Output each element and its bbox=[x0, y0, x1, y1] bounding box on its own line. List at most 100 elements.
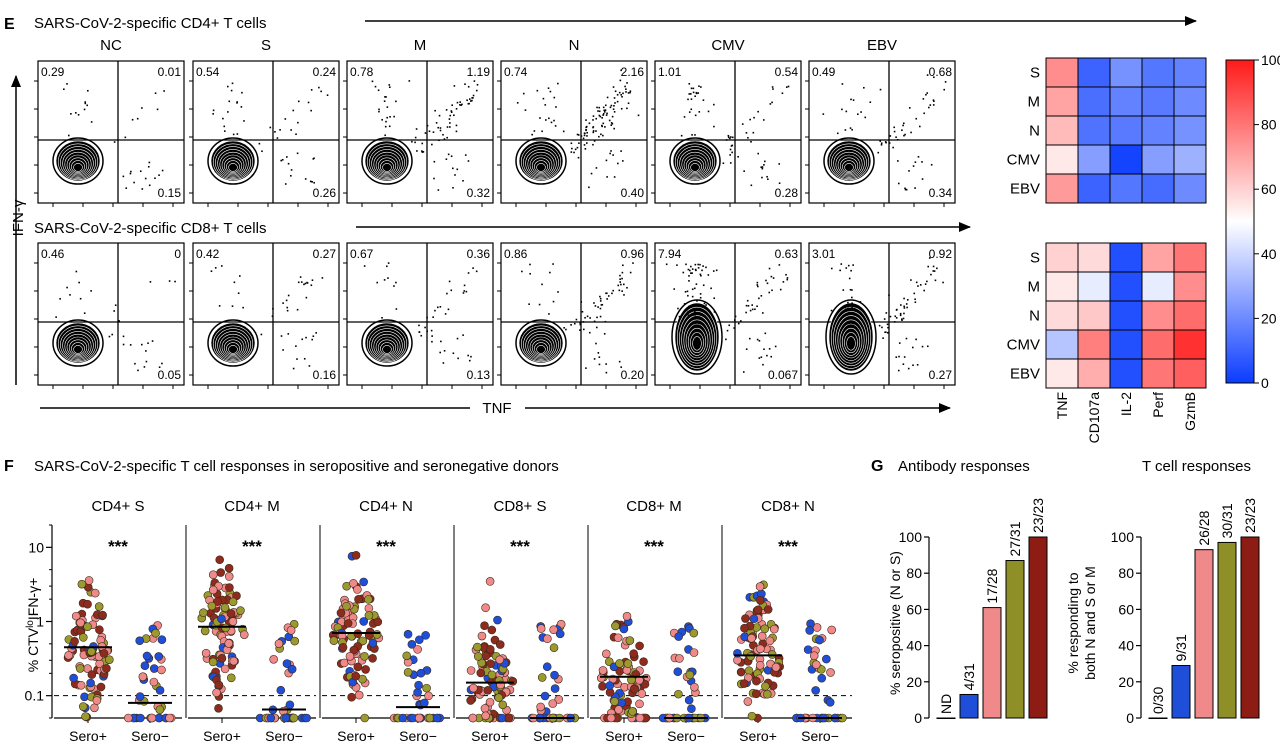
event-dot bbox=[475, 89, 478, 92]
event-dot bbox=[588, 122, 591, 125]
event-dot bbox=[472, 267, 474, 269]
event-dot bbox=[212, 113, 214, 115]
event-dot bbox=[554, 125, 557, 127]
event-dot bbox=[616, 100, 619, 103]
event-dot bbox=[576, 146, 579, 149]
flow-events bbox=[212, 82, 329, 185]
event-dot bbox=[595, 342, 597, 345]
event-dot bbox=[604, 104, 607, 107]
event-dot bbox=[907, 367, 910, 370]
donor-dot bbox=[398, 713, 408, 723]
event-dot bbox=[311, 279, 314, 281]
event-dot bbox=[436, 306, 439, 309]
heatmap-cell bbox=[1077, 86, 1111, 117]
event-dot bbox=[574, 148, 577, 151]
event-dot bbox=[601, 303, 604, 306]
donor-dot bbox=[468, 713, 478, 723]
event-dot bbox=[612, 289, 614, 292]
event-dot bbox=[533, 130, 536, 132]
flow-contours bbox=[515, 319, 567, 367]
event-dot bbox=[885, 331, 887, 333]
heatmap-cell bbox=[1045, 57, 1079, 88]
event-dot bbox=[851, 289, 853, 291]
event-dot bbox=[599, 297, 602, 300]
donor-dot bbox=[368, 654, 377, 663]
donor-dot bbox=[339, 658, 349, 668]
panel-f-y-tick-label: 1 bbox=[36, 614, 44, 630]
event-dot bbox=[916, 364, 919, 366]
donor-dot bbox=[92, 696, 102, 705]
donor-dot bbox=[809, 651, 819, 661]
event-dot bbox=[529, 272, 531, 275]
event-dot bbox=[697, 263, 699, 266]
heatmap-cd8: SMN CMV EBV bbox=[1007, 242, 1207, 389]
heatmap-cell bbox=[1045, 115, 1079, 146]
donor-dot bbox=[756, 595, 765, 605]
event-dot bbox=[779, 288, 782, 291]
donor-dot bbox=[485, 577, 495, 586]
contour-ring bbox=[685, 157, 705, 175]
event-dot bbox=[621, 290, 623, 292]
heatmap-cell bbox=[1141, 115, 1175, 146]
quadrant-value-lower-right: 0.16 bbox=[313, 368, 337, 382]
heatmap-cell bbox=[1141, 86, 1175, 117]
bar-y-tick-label: 0 bbox=[1126, 710, 1134, 726]
contour-ring bbox=[71, 160, 85, 173]
event-dot bbox=[747, 136, 749, 139]
event-dot bbox=[468, 98, 471, 100]
event-dot bbox=[620, 283, 622, 286]
bar bbox=[1171, 665, 1191, 719]
event-dot bbox=[910, 131, 912, 134]
cd4-row-title: SARS-CoV-2-specific CD4+ T cells bbox=[34, 15, 266, 32]
event-dot bbox=[605, 114, 608, 116]
quadrant-value-upper-right: 0.68 bbox=[929, 65, 953, 79]
event-dot bbox=[297, 281, 300, 284]
donor-dot bbox=[83, 599, 92, 609]
event-dot bbox=[725, 139, 728, 141]
event-dot bbox=[161, 362, 163, 365]
quadrant-value-upper-right: 0.27 bbox=[313, 247, 337, 261]
donor-dot bbox=[613, 633, 623, 643]
event-dot bbox=[705, 312, 707, 314]
event-dot bbox=[901, 129, 903, 131]
donor-dot bbox=[289, 713, 299, 723]
event-dot bbox=[387, 277, 389, 279]
event-dot bbox=[893, 126, 896, 129]
event-dot bbox=[830, 267, 833, 270]
event-dot bbox=[727, 134, 730, 137]
donor-dot bbox=[629, 649, 638, 658]
event-dot bbox=[902, 124, 904, 127]
flow-cd8-row: 0.46 0 0.05 0.42 0.27 0.16 0.67 0.36 0.13 0.86 0.9… bbox=[34, 242, 956, 389]
contour-outline bbox=[207, 137, 259, 185]
donor-dot bbox=[485, 644, 495, 654]
dot-cloud bbox=[733, 580, 847, 723]
event-dot bbox=[437, 189, 440, 191]
event-dot bbox=[276, 137, 279, 139]
event-dot bbox=[606, 112, 608, 115]
event-dot bbox=[933, 76, 935, 79]
donor-dot bbox=[142, 651, 152, 661]
heatmap-column-label: CD107a bbox=[1086, 392, 1102, 444]
donor-dot bbox=[220, 603, 230, 612]
donor-dot bbox=[769, 624, 779, 634]
event-dot bbox=[688, 305, 690, 308]
event-dot bbox=[321, 277, 324, 279]
contour-outline bbox=[52, 137, 104, 185]
flow-events bbox=[371, 80, 479, 191]
event-dot bbox=[742, 371, 745, 373]
flow-column-title: N bbox=[569, 37, 580, 54]
event-dot bbox=[141, 107, 143, 109]
event-dot bbox=[751, 304, 754, 306]
flow-contours bbox=[671, 299, 723, 375]
event-dot bbox=[552, 300, 555, 303]
event-dot bbox=[594, 305, 597, 307]
dotplot-panel: CD8+ S *** Sero+ Sero− bbox=[453, 498, 584, 744]
event-dot bbox=[154, 177, 156, 180]
event-dot bbox=[521, 270, 523, 273]
event-dot bbox=[761, 176, 763, 179]
event-dot bbox=[445, 158, 448, 160]
donor-dot bbox=[70, 637, 79, 646]
contour-outline bbox=[669, 137, 721, 185]
flow-plot-frame bbox=[654, 60, 802, 204]
event-dot bbox=[231, 305, 234, 307]
